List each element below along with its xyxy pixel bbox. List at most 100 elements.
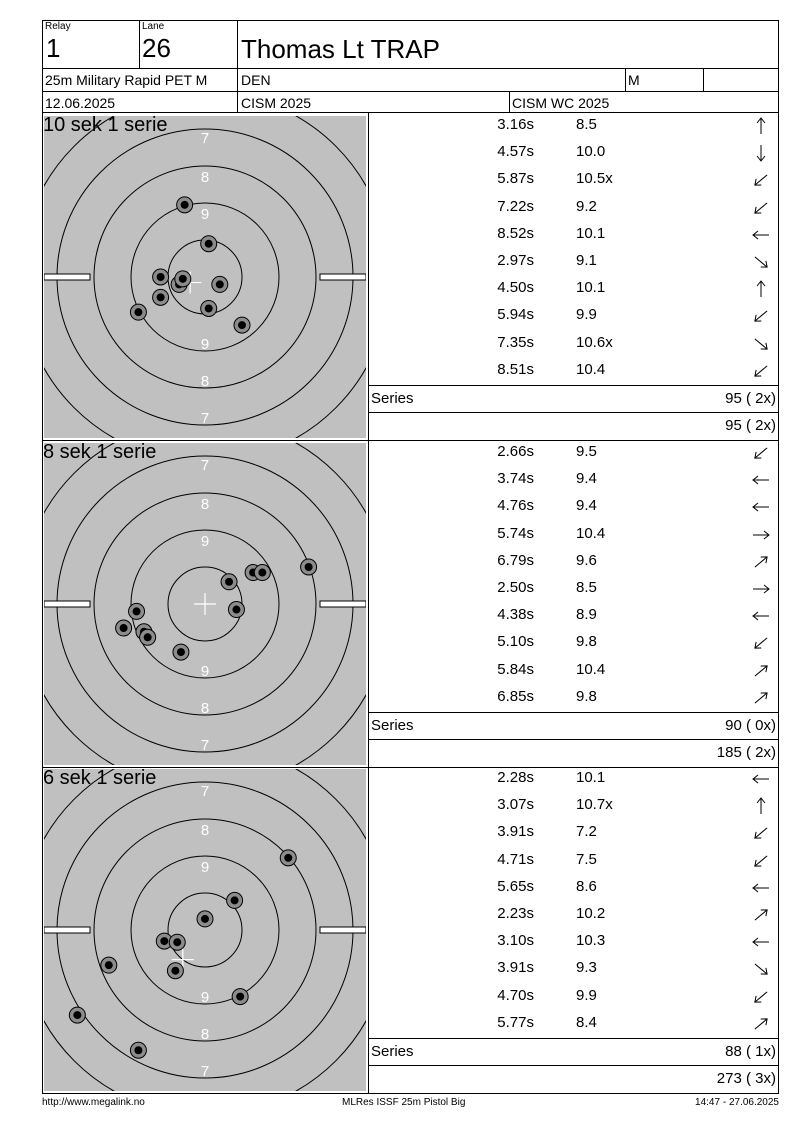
shot-hole-center (160, 937, 169, 946)
shot-direction-arrow-icon (752, 883, 769, 893)
shots-table: 2.66s 9.5 3.74s 9.4 4.76s 9.4 5.74s 10.4 6.79s 9.… (368, 440, 779, 767)
shot-hole-center (176, 648, 185, 657)
shot-row: 5.10s 9.8 (369, 630, 778, 657)
lane-label: Lane (142, 21, 165, 32)
shot-hole-center (204, 304, 213, 313)
shot-score: 10.4 (576, 660, 606, 678)
shot-score: 9.4 (576, 470, 597, 488)
footer-timestamp: 14:47 - 27.06.2025 (695, 1097, 779, 1108)
shot-score: 10.5x (576, 170, 613, 188)
shot-direction-arrow-icon (752, 475, 769, 485)
shot-row: 4.70s 9.9 (369, 984, 778, 1011)
shot-time: 4.57s (497, 143, 534, 161)
footer-software: MLRes ISSF 25m Pistol Big (342, 1097, 466, 1108)
shot-score: 9.9 (576, 986, 597, 1004)
shot-hole-center (225, 577, 234, 586)
shot-row: 4.38s 8.9 (369, 603, 778, 630)
shot-score: 9.5 (576, 443, 597, 460)
side-mark (319, 273, 366, 281)
shot-direction-arrow-icon (754, 692, 768, 704)
shot-time: 4.50s (497, 279, 534, 297)
shot-row: 3.07s 10.7x (369, 793, 778, 820)
shot-row: 4.76s 9.4 (369, 494, 778, 521)
shot-direction-arrow-icon (754, 556, 768, 568)
shot-hole-center (232, 605, 241, 614)
shot-score: 9.2 (576, 197, 597, 215)
shot-hole-center (156, 273, 165, 281)
shot-time: 8.52s (497, 224, 534, 242)
shot-score: 9.1 (576, 252, 597, 269)
shot-row: 2.66s 9.5 (369, 440, 778, 467)
shot-score: 8.5 (576, 116, 597, 133)
shot-score: 9.8 (576, 633, 597, 651)
shot-time: 6.85s (497, 687, 534, 705)
ring-number: 9 (201, 859, 209, 876)
shot-score: 10.1 (576, 769, 606, 786)
series-title: 6 sek 1 serie (43, 767, 157, 789)
date: 12.06.2025 (45, 95, 116, 111)
series-title: 10 sek 1 serie (43, 114, 168, 136)
gender: M (628, 72, 640, 88)
shot-time: 2.23s (497, 905, 534, 922)
shot-score: 10.4 (576, 524, 606, 542)
shot-row: 8.51s 10.4 (369, 358, 778, 385)
side-mark (44, 600, 91, 608)
shot-hole-center (73, 1011, 82, 1020)
shot-score: 10.0 (576, 143, 606, 161)
shot-score: 7.5 (576, 850, 597, 868)
shot-direction-arrow-icon (754, 827, 768, 840)
shot-time: 5.94s (497, 306, 534, 324)
shot-direction-arrow-icon (754, 909, 768, 921)
shot-time: 2.66s (497, 443, 534, 460)
target-diagram: 7 8 9 9 8 7 (44, 443, 366, 765)
shot-hole-center (304, 563, 313, 571)
shot-hole-center (104, 961, 113, 970)
shot-score: 10.1 (576, 279, 606, 297)
shot-direction-arrow-icon (752, 774, 769, 784)
side-mark (44, 926, 91, 934)
shot-hole-center (284, 853, 293, 862)
target-ring (167, 892, 243, 968)
side-mark (44, 273, 91, 281)
shot-row: 3.91s 7.2 (369, 820, 778, 847)
shot-row: 2.23s 10.2 (369, 902, 778, 929)
series-total-row: Series 88 ( 1x) (369, 1038, 778, 1066)
shot-row: 5.74s 10.4 (369, 522, 778, 549)
shot-row: 3.91s 9.3 (369, 956, 778, 983)
shot-time: 4.71s (497, 850, 534, 868)
running-total: 273 ( 3x) (716, 1070, 776, 1087)
shot-time: 4.38s (497, 606, 534, 624)
shot-time: 5.65s (497, 877, 534, 895)
ring-number: 8 (201, 169, 209, 186)
competition: CISM 2025 (241, 95, 312, 111)
shots-table: 3.16s 8.5 4.57s 10.0 5.87s 10.5x 7.22s 9.2 8.52s… (368, 113, 779, 440)
shot-time: 5.74s (497, 524, 534, 542)
shot-hole-center (156, 293, 165, 302)
shot-row: 5.87s 10.5x (369, 167, 778, 194)
series-divider (42, 440, 779, 441)
series-total: 95 ( 2x) (725, 390, 776, 407)
target-ring (93, 492, 317, 716)
header-divider (139, 21, 140, 68)
shot-row: 4.71s 7.5 (369, 848, 778, 875)
header-divider (43, 91, 778, 92)
running-total: 95 ( 2x) (725, 417, 776, 434)
ring-number: 7 (201, 737, 209, 754)
shot-hole-center (173, 938, 182, 947)
series-total-row: Series 95 ( 2x) (369, 385, 778, 413)
footer-url[interactable]: http://www.megalink.no (42, 1097, 145, 1108)
shot-score: 10.6x (576, 333, 613, 351)
series-label: Series (371, 1043, 414, 1060)
shot-row: 7.22s 9.2 (369, 195, 778, 222)
shot-direction-arrow-icon (754, 365, 768, 377)
shot-hole-center (178, 274, 187, 283)
shot-row: 7.35s 10.6x (369, 331, 778, 358)
shot-score: 9.4 (576, 497, 597, 515)
target-diagram: 7 8 9 9 8 7 (44, 116, 366, 438)
shot-direction-arrow-icon (752, 230, 769, 240)
shot-direction-arrow-icon (754, 963, 768, 976)
shot-hole-center (132, 607, 141, 616)
series-total: 90 ( 0x) (725, 717, 776, 734)
shot-score: 9.6 (576, 551, 597, 569)
series-title: 8 sek 1 serie (43, 441, 157, 463)
